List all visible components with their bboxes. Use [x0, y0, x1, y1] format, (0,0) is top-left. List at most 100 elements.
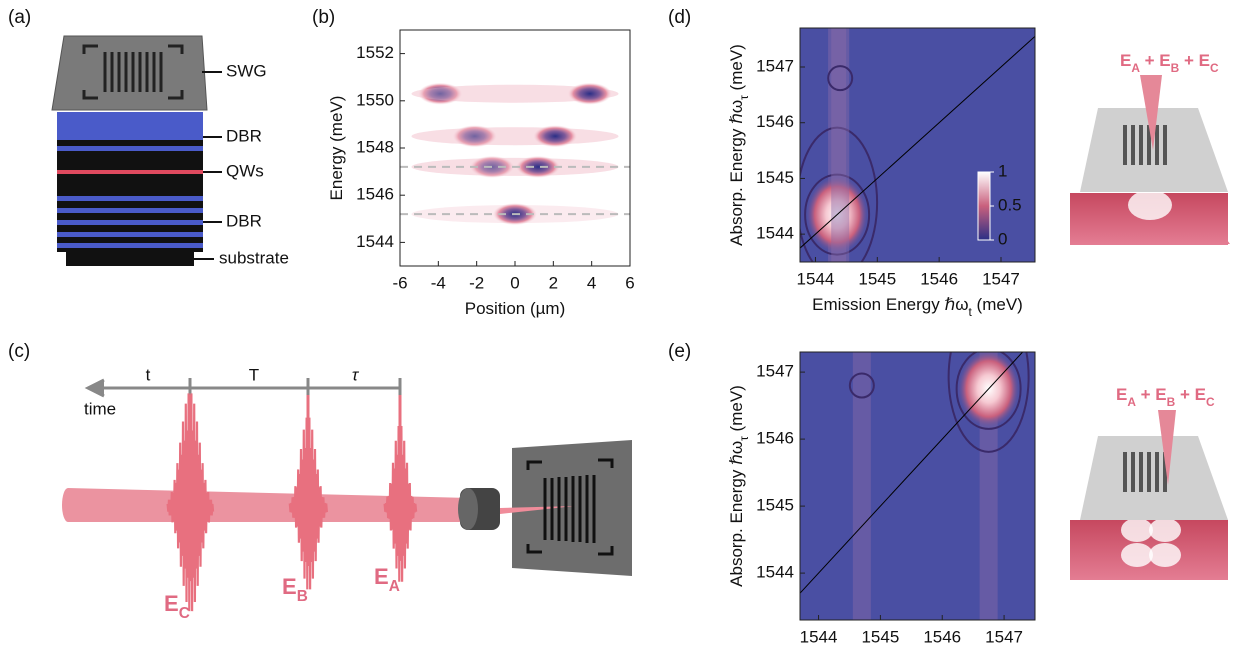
- y-tick-label: 1545: [756, 496, 794, 515]
- y-tick-label: 1548: [356, 137, 394, 156]
- diagonal: [800, 352, 1023, 594]
- y-tick-label: 1550: [356, 90, 394, 109]
- peak: [533, 125, 578, 148]
- plot-frame: [799, 27, 1036, 263]
- y-axis-label: Absorp. Energy ℏωτ (meV): [727, 385, 751, 587]
- y-tick-label: 1545: [756, 168, 794, 187]
- plot-frame: [799, 351, 1036, 621]
- text-part: + E: [1140, 51, 1171, 70]
- x-tick-label: 1544: [797, 269, 835, 288]
- y-tick-label: 1547: [756, 362, 794, 381]
- subscript: B: [1171, 61, 1180, 75]
- x-tick-label: 2: [549, 273, 558, 292]
- y-tick-label: 1544: [756, 563, 794, 582]
- peak: [567, 82, 612, 105]
- dbr-layer: [57, 196, 203, 201]
- emission-band: [852, 352, 871, 620]
- grating: [82, 44, 184, 100]
- peak: [827, 65, 854, 92]
- text-part: E: [1120, 51, 1131, 70]
- text-part: (meV): [727, 44, 746, 95]
- dbr-layer: [57, 208, 203, 213]
- subscript: B: [297, 588, 308, 605]
- panel-label: (a): [8, 7, 31, 28]
- panel-label: (c): [8, 341, 30, 362]
- subscript: t: [969, 305, 973, 319]
- x-axis-label: Emission Energy ℏωt (meV): [812, 295, 1023, 319]
- peak: [848, 372, 875, 399]
- time-label: time: [84, 399, 116, 418]
- text-part: + E: [1136, 385, 1167, 404]
- text-part: (meV): [972, 295, 1023, 314]
- mode: [1121, 543, 1153, 567]
- subscript: τ: [737, 436, 751, 441]
- layer-label: DBR: [226, 126, 262, 145]
- pulse-label: EA: [374, 564, 400, 595]
- subscript: B: [1167, 395, 1176, 409]
- subscript: C: [1206, 395, 1215, 409]
- charts: -6 -4 -2 0 2 4 6 1544 1546 1548 1550 1552 Position (…: [327, 27, 1036, 654]
- layer-label: SWG: [226, 61, 267, 80]
- chart: -6 -4 -2 0 2 4 6 1544 1546 1548 1550 1552 Position (…: [327, 29, 635, 318]
- text-part: Absorp. Energy ℏω: [727, 100, 746, 246]
- y-tick-label: 1552: [356, 43, 394, 62]
- peak: [418, 82, 463, 105]
- y-axis-label: Energy (meV): [327, 96, 346, 201]
- substrate: [66, 252, 194, 266]
- panel-label: (e): [668, 341, 691, 362]
- x-tick-label: 1545: [858, 269, 896, 288]
- x-tick-label: 6: [625, 273, 634, 292]
- qw-layer: [57, 170, 203, 174]
- dbr-layer: [57, 232, 203, 237]
- mode: [1149, 543, 1181, 567]
- plot-area: [800, 28, 1035, 262]
- subscript: τ: [737, 95, 751, 100]
- pulse-scheme: t T τ time EC EB EA: [62, 365, 632, 622]
- panel-label: (b): [312, 7, 335, 28]
- chart: 15441545154615471544154515461547Emission…: [727, 351, 1036, 654]
- plot-area: [400, 30, 630, 266]
- y-tick-label: 1546: [756, 112, 794, 131]
- x-tick-label: 1544: [800, 627, 838, 646]
- contour: [947, 352, 1030, 453]
- swg: [1080, 108, 1228, 192]
- x-tick-label: 1546: [923, 627, 961, 646]
- colorbar-label: 0: [998, 229, 1007, 248]
- swg-slab: [51, 35, 208, 111]
- colorbar-label: 0.5: [998, 195, 1022, 214]
- text-part: Energy (meV): [327, 96, 346, 201]
- objective-lens: [458, 488, 478, 530]
- dbr-layer: [57, 146, 203, 151]
- text-part: + E: [1175, 385, 1206, 404]
- subscript: C: [1210, 61, 1219, 75]
- pump-beam: [1140, 75, 1162, 150]
- x-tick-label: 1547: [982, 269, 1020, 288]
- x-tick-label: -4: [431, 273, 446, 292]
- x-tick-label: 1546: [920, 269, 958, 288]
- inset-e: EA + EB + EC: [1070, 385, 1228, 580]
- plot-background: [400, 30, 630, 266]
- text-part: Position (µm): [465, 299, 565, 318]
- y-tick-label: 1546: [356, 185, 394, 204]
- text-part: E: [282, 574, 297, 599]
- delay-label: T: [249, 365, 259, 384]
- subscript: A: [1127, 395, 1136, 409]
- x-tick-label: -6: [392, 273, 407, 292]
- x-axis-label: Position (µm): [465, 299, 565, 318]
- y-tick-label: 1544: [756, 224, 794, 243]
- delay-label: t: [146, 365, 151, 384]
- text-part: Absorp. Energy ℏω: [727, 441, 746, 587]
- plot-area: [800, 352, 1035, 620]
- pulse-label: EC: [164, 591, 190, 622]
- inset-d: EA + EB + EC: [1070, 51, 1230, 245]
- layer-stack: SWG DBR QWs DBR substrate: [51, 35, 289, 267]
- pulse-label: EB: [282, 574, 308, 605]
- subscript: A: [1131, 61, 1140, 75]
- diagonal: [800, 35, 1035, 249]
- sample-grating: [526, 458, 614, 556]
- mode: [1128, 190, 1172, 220]
- subscript: C: [179, 605, 190, 622]
- y-axis-label: Absorp. Energy ℏωτ (meV): [727, 44, 751, 246]
